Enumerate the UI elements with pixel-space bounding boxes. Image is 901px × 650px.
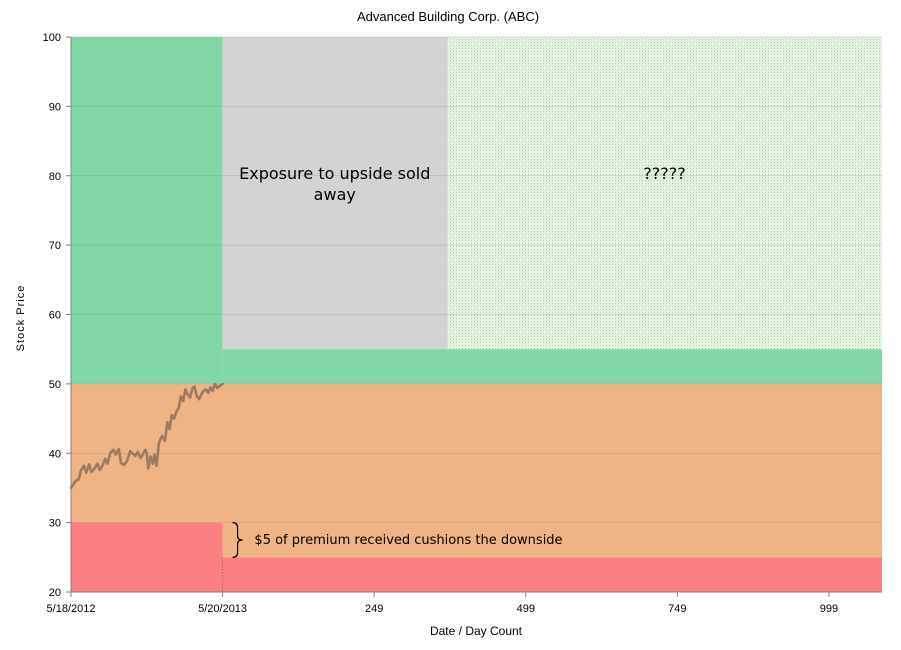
annotation-2: $5 of premium received cushions the down… [254, 533, 562, 548]
x-tick-label: 749 [668, 603, 686, 615]
y-tick-label: 30 [49, 518, 61, 530]
annotation-line: away [314, 185, 356, 204]
annotation-1: ????? [643, 164, 685, 183]
region-6 [71, 522, 223, 592]
y-tick-label: 80 [49, 171, 61, 183]
annotations: Exposure to upside sold away????? $5 of pr… [232, 164, 686, 558]
price-line-0 [69, 382, 224, 490]
annotation-line: ????? [643, 164, 685, 183]
x-tick-label: 499 [517, 603, 535, 615]
annotation-line: $5 of premium received cushions the down… [254, 533, 562, 548]
y-tick-label: 100 [43, 32, 61, 44]
region-7 [222, 557, 882, 592]
series-group [69, 382, 224, 490]
y-tick-label: 70 [49, 240, 61, 252]
y-axis-label: Stock Price [15, 285, 27, 352]
region-5 [222, 522, 882, 558]
region-0 [71, 37, 223, 384]
x-tick-label: 999 [820, 603, 838, 615]
x-tick-label: 5/20/2013 [198, 603, 247, 615]
x-axis-label: Date / Day Count [430, 624, 523, 638]
region-3 [222, 349, 882, 384]
y-tick-label: 60 [49, 310, 61, 322]
gridlines [71, 36, 882, 523]
y-tick-label: 40 [49, 448, 61, 460]
annotation-line: Exposure to upside sold [239, 164, 430, 183]
y-tick-labels: 20 30 40 50 60 70 80 90 100 [43, 32, 61, 599]
y-tick-label: 90 [49, 101, 61, 113]
y-tick-label: 20 [49, 587, 61, 599]
axes [66, 36, 882, 597]
region-2 [447, 37, 882, 350]
x-tick-label: 5/18/2012 [47, 603, 96, 615]
region-1 [222, 37, 448, 350]
annotation-0: Exposure to upside sold away [239, 164, 430, 204]
chart-title: Advanced Building Corp. (ABC) [357, 9, 539, 24]
y-tick-label: 50 [49, 379, 61, 391]
x-tick-labels: 5/18/2012 5/20/2013 249 499 749 999 [47, 603, 839, 615]
x-tick-label: 249 [365, 603, 383, 615]
